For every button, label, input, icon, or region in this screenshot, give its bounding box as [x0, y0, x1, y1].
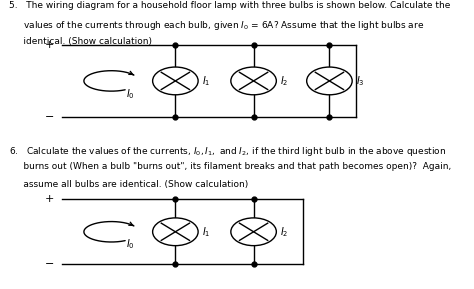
Text: +: + — [45, 194, 55, 204]
Text: $I_0$: $I_0$ — [126, 87, 134, 101]
Text: $I_1$: $I_1$ — [202, 74, 210, 88]
Text: $I_3$: $I_3$ — [356, 74, 365, 88]
Text: +: + — [45, 40, 55, 50]
Text: values of the currents through each bulb, given $I_0$ = 6A? Assume that the ligh: values of the currents through each bulb… — [9, 19, 425, 32]
Text: identical. (Show calculation): identical. (Show calculation) — [9, 37, 153, 46]
Text: $I_0$: $I_0$ — [126, 238, 134, 251]
Text: assume all bulbs are identical. (Show calculation): assume all bulbs are identical. (Show ca… — [9, 180, 249, 189]
Text: $I_1$: $I_1$ — [202, 225, 210, 239]
Circle shape — [307, 67, 352, 95]
Text: 6.   Calculate the values of the currents, $I_0, I_1,$ and $I_2$, if the third l: 6. Calculate the values of the currents,… — [9, 144, 447, 158]
Text: 5.   The wiring diagram for a household floor lamp with three bulbs is shown bel: 5. The wiring diagram for a household fl… — [9, 1, 451, 10]
Circle shape — [231, 67, 276, 95]
Circle shape — [153, 67, 198, 95]
Text: −: − — [45, 112, 55, 122]
Circle shape — [153, 218, 198, 246]
Text: $I_2$: $I_2$ — [280, 225, 289, 239]
Text: $I_2$: $I_2$ — [280, 74, 289, 88]
Circle shape — [231, 218, 276, 246]
Text: burns out (When a bulb "burns out", its filament breaks and that path becomes op: burns out (When a bulb "burns out", its … — [9, 162, 452, 171]
Text: −: − — [45, 260, 55, 269]
